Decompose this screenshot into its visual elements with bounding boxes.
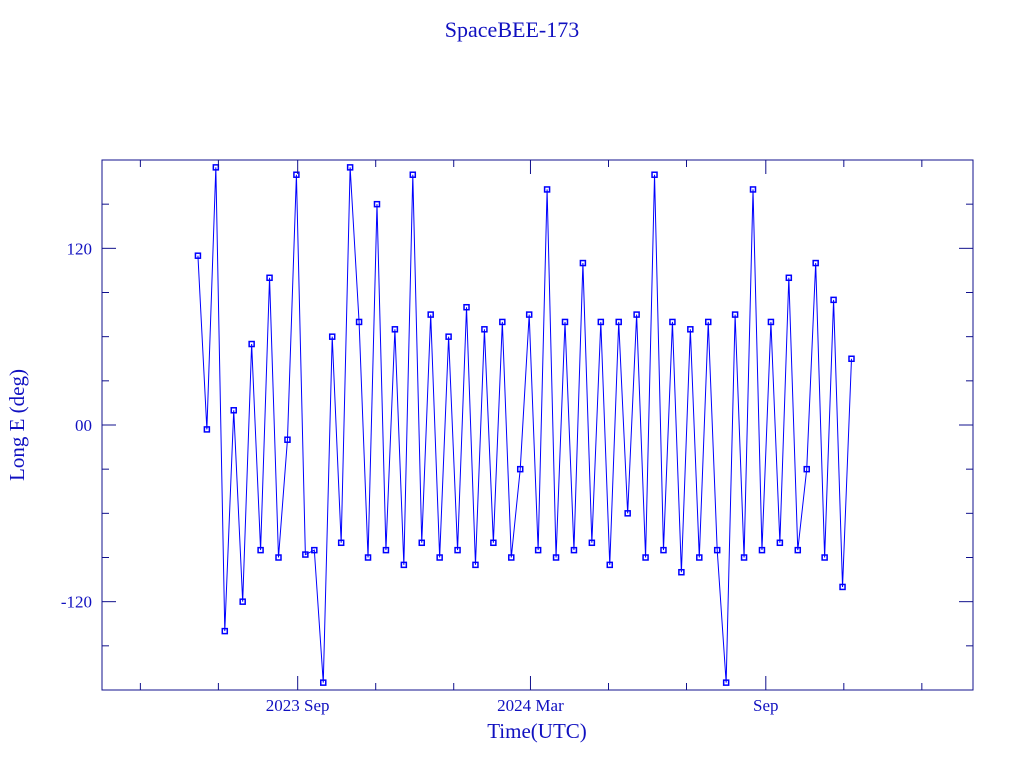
data-point xyxy=(391,326,399,333)
data-point xyxy=(373,200,381,208)
data-point xyxy=(624,510,631,517)
data-point xyxy=(427,311,434,318)
data-point xyxy=(481,326,488,333)
data-point xyxy=(606,561,614,569)
data-point xyxy=(633,311,640,318)
data-point xyxy=(302,551,309,558)
data-point xyxy=(257,546,264,554)
data-point xyxy=(490,539,497,547)
y-tick-label-2: -120 xyxy=(61,593,92,612)
y-axis-label: Long E (deg) xyxy=(5,369,29,481)
data-point xyxy=(785,274,793,282)
data-point xyxy=(499,318,506,326)
data-point xyxy=(722,679,730,686)
data-point xyxy=(221,627,229,635)
data-point xyxy=(516,465,524,473)
x-tick-label-0: 2023 Sep xyxy=(266,696,330,715)
data-point xyxy=(355,318,363,326)
data-point xyxy=(382,546,390,554)
data-point xyxy=(463,303,470,311)
data-point xyxy=(346,164,354,171)
data-point xyxy=(713,546,721,554)
y-tick-label-0: 120 xyxy=(67,239,93,258)
data-point xyxy=(418,539,426,547)
data-point xyxy=(642,554,649,561)
data-point xyxy=(696,554,703,561)
data-point xyxy=(731,311,739,318)
data-point xyxy=(669,318,676,326)
data-point xyxy=(579,259,587,267)
data-point xyxy=(364,554,372,561)
data-point xyxy=(194,252,202,259)
data-point xyxy=(525,311,533,318)
data-point xyxy=(472,561,479,569)
data-point xyxy=(839,583,846,591)
data-point xyxy=(678,568,685,576)
data-point xyxy=(794,546,802,554)
x-axis-label: Time(UTC) xyxy=(487,719,587,743)
series-line xyxy=(197,167,852,683)
data-point xyxy=(848,355,855,362)
data-point xyxy=(284,436,291,443)
x-tick-label-2: Sep xyxy=(753,696,779,715)
data-point xyxy=(445,333,452,340)
data-point xyxy=(821,554,828,561)
data-point xyxy=(561,318,569,326)
data-point xyxy=(570,546,578,554)
data-point xyxy=(615,318,622,326)
data-point xyxy=(508,554,515,561)
data-point xyxy=(248,340,255,348)
data-point xyxy=(454,546,461,554)
data-point xyxy=(758,546,766,554)
data-point xyxy=(239,598,246,605)
data-point xyxy=(311,546,318,554)
data-point xyxy=(293,171,300,178)
data-point xyxy=(337,539,345,547)
data-point xyxy=(409,171,417,178)
data-series xyxy=(194,164,855,686)
data-point xyxy=(552,554,560,561)
data-point xyxy=(597,318,605,326)
axis-ticks xyxy=(102,160,973,690)
data-point xyxy=(812,259,819,267)
data-point xyxy=(803,465,810,473)
data-point xyxy=(740,554,748,561)
data-point xyxy=(543,186,551,193)
data-point xyxy=(776,539,784,547)
data-point xyxy=(320,679,327,686)
data-point xyxy=(534,546,542,554)
data-point xyxy=(203,426,211,433)
data-point xyxy=(749,186,757,193)
data-point xyxy=(436,554,443,561)
data-point xyxy=(660,546,667,554)
data-point xyxy=(266,274,273,282)
data-point xyxy=(275,554,282,561)
data-point xyxy=(230,407,237,414)
data-point xyxy=(767,318,775,326)
data-point xyxy=(704,318,712,326)
data-point xyxy=(212,164,220,171)
data-point xyxy=(651,171,658,178)
data-point xyxy=(687,326,694,333)
data-point xyxy=(400,561,408,569)
x-tick-label-1: 2024 Mar xyxy=(497,696,564,715)
data-point xyxy=(588,539,596,547)
data-point xyxy=(328,333,336,340)
data-point xyxy=(830,296,837,304)
y-tick-label-1: 00 xyxy=(75,416,92,435)
chart-title: SpaceBEE-173 xyxy=(445,17,579,42)
